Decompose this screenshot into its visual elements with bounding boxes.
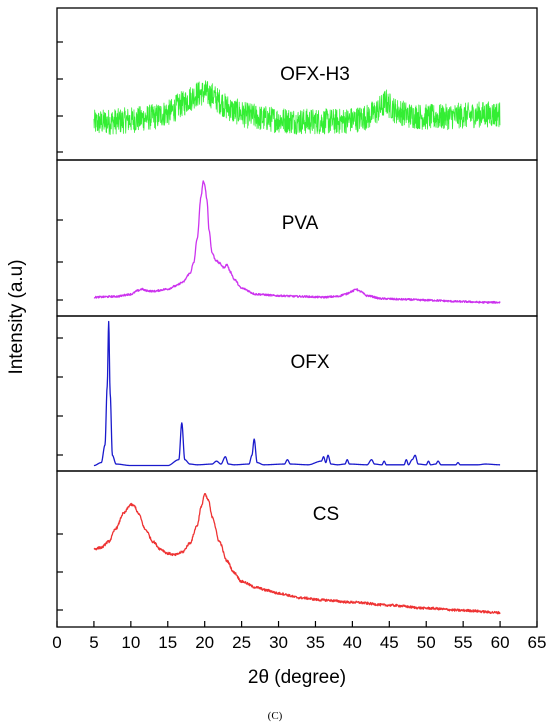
panel-pva: PVA <box>56 159 538 317</box>
series-line-ofx-h3 <box>93 80 501 135</box>
x-tick-label: 65 <box>528 633 547 652</box>
y-axis-title: Intensity (a.u) <box>6 259 27 374</box>
series-line-cs <box>93 493 501 615</box>
panels-group: OFX-H3 PVA OFX CS <box>56 7 538 628</box>
x-tick-label: 15 <box>158 633 177 652</box>
series-line-pva <box>93 180 501 304</box>
series-label-ofx-h3: OFX-H3 <box>280 64 350 85</box>
panel-cs: CS <box>56 470 538 628</box>
panel-frame <box>56 315 538 472</box>
series-label-cs: CS <box>313 504 339 525</box>
x-tick-label: 50 <box>417 633 436 652</box>
x-axis-title: 2θ (degree) <box>248 667 346 688</box>
x-axis: 0 5 10 15 20 25 30 35 40 45 50 55 60 65 <box>52 621 546 652</box>
x-tick-label: 25 <box>232 633 251 652</box>
panel-ofx: OFX <box>56 315 538 472</box>
figure-caption: (C) <box>268 710 283 722</box>
x-tick-label: 20 <box>195 633 214 652</box>
x-tick-label: 60 <box>491 633 510 652</box>
x-tick-label: 55 <box>454 633 473 652</box>
series-line-ofx <box>93 320 501 467</box>
x-tick-label: 5 <box>89 633 98 652</box>
panel-ofx-h3: OFX-H3 <box>56 7 538 161</box>
x-tick-label: 10 <box>121 633 140 652</box>
series-label-ofx: OFX <box>290 352 329 373</box>
x-tick-label: 40 <box>343 633 362 652</box>
panel-frame <box>56 159 538 317</box>
x-tick-label: 0 <box>52 633 61 652</box>
series-label-pva: PVA <box>282 213 319 234</box>
x-tick-label: 30 <box>269 633 288 652</box>
x-tick-label: 45 <box>380 633 399 652</box>
x-tick-label: 35 <box>306 633 325 652</box>
panel-frame <box>56 470 538 628</box>
